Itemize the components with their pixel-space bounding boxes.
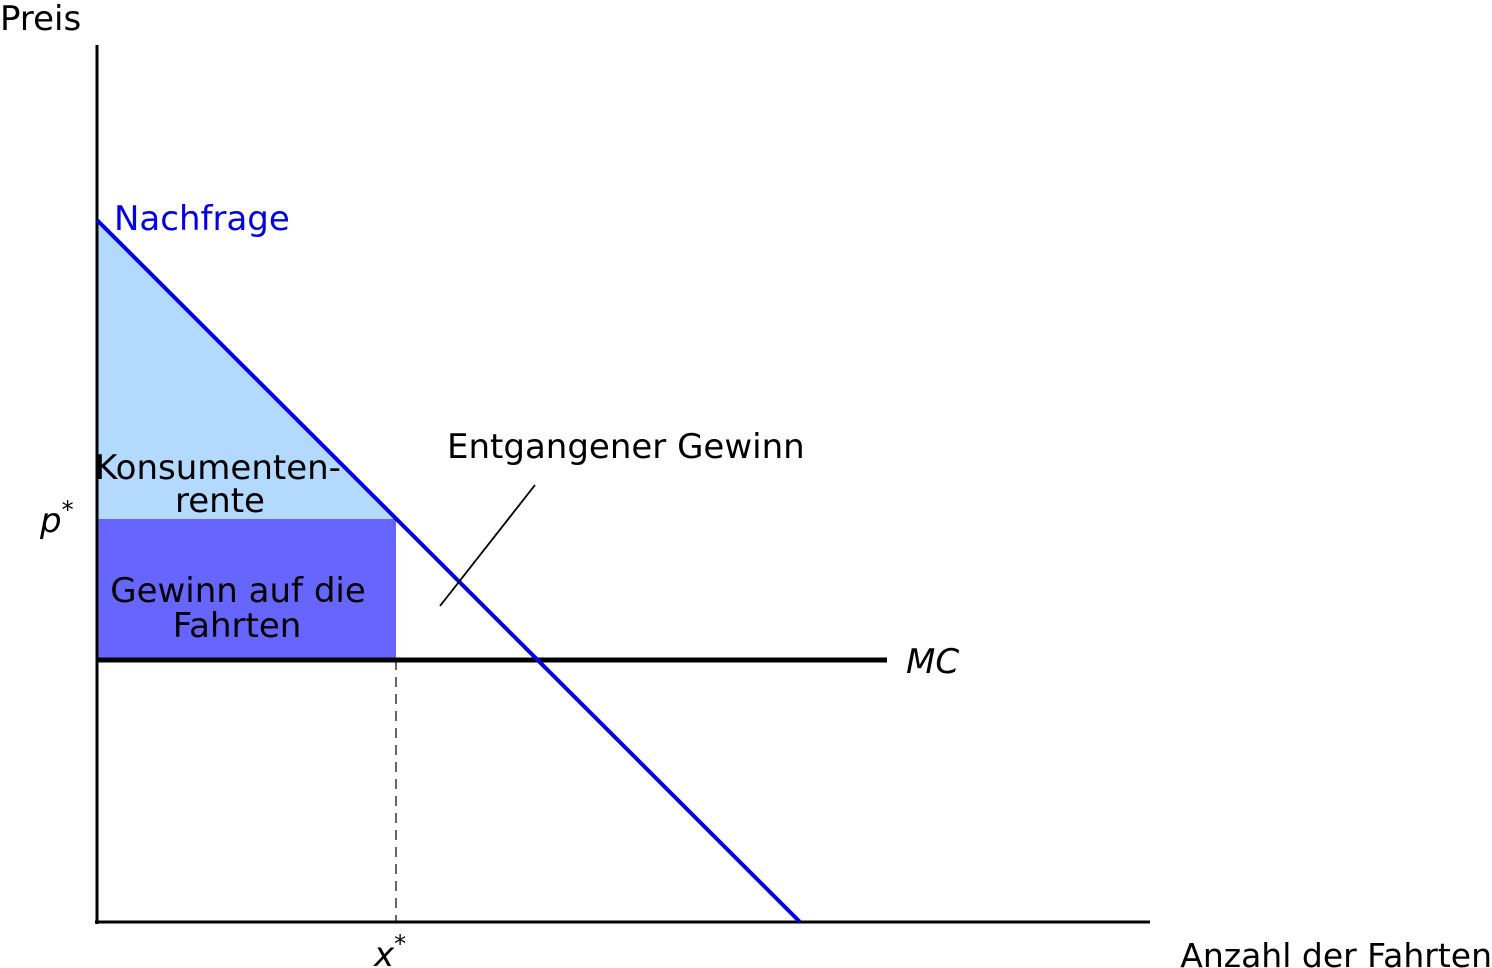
x-axis-label: Anzahl der Fahrten bbox=[1180, 936, 1492, 968]
annotation-label: Entgangener Gewinn bbox=[447, 427, 805, 467]
mc-label: MC bbox=[906, 642, 959, 682]
profit-label: Fahrten bbox=[173, 606, 302, 646]
p-star-label: p* bbox=[39, 496, 74, 541]
x-star-label: x* bbox=[373, 930, 406, 968]
profit-label: Gewinn auf die bbox=[110, 571, 366, 611]
annotation-pointer bbox=[439, 484, 536, 607]
consumer-surplus-label: Konsumenten- bbox=[95, 448, 341, 488]
p-sup: * bbox=[62, 496, 74, 524]
y-axis-label: Preis bbox=[0, 0, 81, 39]
x-base: x bbox=[373, 935, 395, 968]
demand-line bbox=[95, 218, 802, 924]
x-sup: * bbox=[394, 930, 406, 958]
p-base: p bbox=[39, 501, 62, 541]
consumer-surplus-label: rente bbox=[175, 481, 265, 521]
demand-label: Nachfrage bbox=[114, 199, 290, 239]
profit-area bbox=[97, 519, 396, 660]
